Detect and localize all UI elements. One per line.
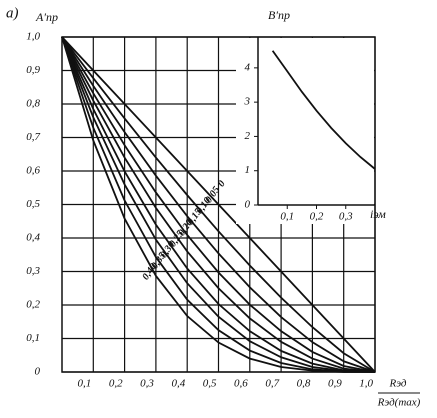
x-tick-label: 0,2 bbox=[109, 378, 123, 390]
y-tick-label: 0,1 bbox=[26, 332, 40, 344]
curve bbox=[61, 36, 376, 373]
y-tick-label: 0,3 bbox=[26, 265, 40, 277]
y-tick-label: 1,0 bbox=[26, 31, 40, 43]
x-tick-label: 0,3 bbox=[339, 211, 353, 223]
curve bbox=[61, 36, 376, 373]
y-tick-label: 4 bbox=[245, 61, 251, 73]
y-tick-label: 0,2 bbox=[26, 299, 40, 311]
curve bbox=[61, 36, 376, 373]
y-tick-label: 2 bbox=[245, 130, 251, 142]
y-tick-label: 1 bbox=[245, 164, 251, 176]
panel-label: a) bbox=[6, 5, 19, 21]
curve bbox=[61, 36, 376, 373]
y-tick-label: 0,6 bbox=[26, 165, 40, 177]
x-tick-label: 0,3 bbox=[140, 378, 154, 390]
curve-label: 0 bbox=[216, 179, 228, 189]
inset-x-label: iэм bbox=[370, 207, 386, 221]
curve bbox=[271, 50, 376, 170]
x-tick-label: 0,5 bbox=[203, 378, 217, 390]
y-tick-label: 3 bbox=[244, 96, 251, 108]
y-tick-label: 0 bbox=[35, 366, 41, 378]
x-tick-label: 0,2 bbox=[310, 211, 324, 223]
x-axis-label: Rэд bbox=[389, 378, 407, 390]
y-tick-label: 0,8 bbox=[26, 98, 40, 110]
y-tick-label: 0,7 bbox=[26, 131, 40, 143]
curve bbox=[61, 36, 375, 373]
x-axis-label-denominator: Rэд(max) bbox=[377, 397, 421, 409]
y-tick-label: 0,4 bbox=[26, 232, 40, 244]
x-tick-label: 0,9 bbox=[328, 378, 342, 390]
curve bbox=[61, 36, 376, 373]
x-tick-label: 0,6 bbox=[234, 378, 248, 390]
inset-y-label: B′пр bbox=[268, 8, 290, 22]
curve bbox=[61, 36, 376, 373]
x-tick-label: 0,1 bbox=[280, 211, 294, 223]
x-tick-label: 0,1 bbox=[78, 378, 92, 390]
curve bbox=[61, 36, 376, 373]
inset-background bbox=[236, 38, 374, 224]
curve bbox=[61, 36, 376, 373]
y-axis-label: A′пр bbox=[35, 10, 58, 24]
y-tick-label: 0 bbox=[245, 199, 251, 211]
x-tick-label: 1,0 bbox=[359, 378, 373, 390]
y-tick-label: 0,5 bbox=[26, 198, 40, 210]
y-tick-label: 0,9 bbox=[26, 64, 40, 76]
x-tick-label: 0,4 bbox=[171, 378, 185, 390]
x-tick-label: 0,8 bbox=[297, 378, 311, 390]
x-tick-label: 0,7 bbox=[265, 378, 279, 390]
